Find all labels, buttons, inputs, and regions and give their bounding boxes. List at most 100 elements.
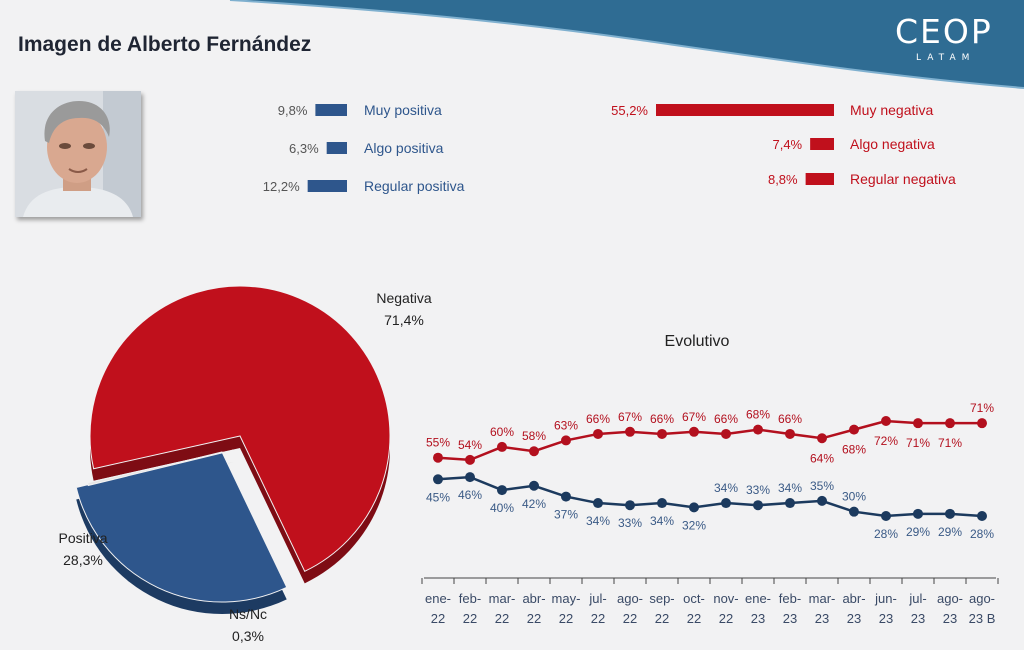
series-0-point-10 [753, 424, 763, 435]
series-1-point-12 [817, 495, 827, 506]
series-1-point-9 [721, 498, 731, 509]
x-label-bottom-16: 23 [943, 611, 957, 626]
series-1-label-12: 35% [810, 479, 834, 493]
header-banner [229, 0, 1024, 89]
series-1-point-7 [657, 498, 667, 509]
x-label-bottom-5: 22 [591, 611, 605, 626]
series-0-point-0 [433, 452, 443, 463]
series-line-0 [437, 419, 982, 462]
x-label-top-4: may- [552, 591, 581, 606]
x-label-top-12: mar- [809, 591, 836, 606]
pie-label-2: Ns/Nc [229, 606, 267, 622]
line-chart-title: Evolutivo [665, 333, 730, 350]
series-0-label-15: 71% [906, 436, 930, 450]
series-1-label-10: 33% [746, 483, 770, 497]
series-1-point-17 [977, 511, 987, 521]
series-0-label-8: 67% [682, 410, 706, 424]
x-label-bottom-4: 22 [559, 611, 573, 626]
series-line-1 [437, 475, 983, 518]
x-label-bottom-11: 23 [783, 611, 797, 626]
evolution-line-chart: Evolutivo ene- 22 feb- 22 mar- 22 abr- 22 may- 22 j… [421, 333, 999, 626]
x-label-bottom-2: 22 [495, 611, 509, 626]
bar-3 [656, 104, 834, 116]
pie-value-0: 71,4% [384, 312, 424, 328]
series-0-point-15 [913, 418, 923, 429]
series-0-label-2: 60% [490, 425, 514, 439]
series-0-point-1 [465, 454, 475, 465]
series-1-label-4: 37% [554, 508, 578, 522]
bar-label-0: Muy positiva [364, 102, 442, 118]
bar-label-4: Algo negativa [850, 136, 935, 152]
series-1-label-13: 30% [842, 490, 866, 504]
pie-slice-1 [75, 451, 288, 603]
x-label-top-15: jul- [908, 591, 926, 606]
series-0-label-10: 68% [746, 408, 770, 422]
x-label-top-14: jun- [874, 591, 897, 606]
x-label-top-17: ago- [969, 591, 995, 606]
breakdown-bars: 9,8% Muy positiva 6,3% Algo positiva 12,2% Re… [263, 102, 956, 194]
x-label-bottom-13: 23 [847, 611, 861, 626]
x-label-bottom-0: 22 [431, 611, 445, 626]
x-label-bottom-3: 22 [527, 611, 541, 626]
series-0-point-8 [689, 426, 699, 437]
bar-value-5: 8,8% [768, 172, 798, 187]
x-label-top-13: abr- [842, 591, 865, 606]
series-1-point-0 [433, 474, 443, 485]
x-label-top-9: nov- [713, 591, 738, 606]
series-0-label-6: 67% [618, 410, 642, 424]
series-1-label-2: 40% [490, 501, 514, 515]
series-1-label-0: 45% [426, 490, 450, 504]
series-0-label-14: 72% [874, 434, 898, 448]
bar-value-4: 7,4% [772, 137, 802, 152]
bar-label-2: Regular positiva [364, 178, 465, 194]
series-0-point-14 [881, 416, 891, 426]
series-1-label-6: 33% [618, 516, 642, 530]
x-label-bottom-12: 23 [815, 611, 829, 626]
series-0-point-11 [785, 428, 795, 439]
pie-value-1: 28,3% [63, 552, 103, 568]
series-0-label-0: 55% [426, 436, 450, 450]
x-label-top-8: oct- [683, 591, 705, 606]
x-label-top-1: feb- [459, 591, 481, 606]
x-label-top-16: ago- [937, 591, 963, 606]
series-1-point-13 [849, 506, 859, 517]
bar-value-2: 12,2% [263, 179, 300, 194]
series-0-point-4 [561, 435, 571, 446]
x-label-top-0: ene- [425, 591, 451, 606]
x-label-bottom-8: 22 [687, 611, 701, 626]
series-0-point-2 [497, 441, 507, 452]
bar-5 [805, 173, 834, 185]
x-label-bottom-7: 22 [655, 611, 669, 626]
series-1-label-17: 28% [970, 527, 994, 541]
series-0-label-9: 66% [714, 412, 738, 426]
pie-chart: Negativa 71,4% Positiva 28,3% Ns/Nc 0,3% [58, 285, 432, 644]
series-1-point-11 [785, 498, 795, 509]
x-label-bottom-10: 23 [751, 611, 765, 626]
portrait-photo [15, 91, 141, 217]
series-1-label-1: 46% [458, 488, 482, 502]
series-1-point-8 [689, 502, 699, 513]
ceop-logo-sub: LATAM [916, 53, 976, 63]
series-0-point-12 [817, 433, 827, 444]
x-label-top-10: ene- [745, 591, 771, 606]
series-1-point-4 [561, 491, 571, 502]
x-label-top-5: jul- [588, 591, 606, 606]
series-1-label-14: 28% [874, 527, 898, 541]
series-0-label-1: 54% [458, 438, 482, 452]
series-1-label-16: 29% [938, 525, 962, 539]
series-1-label-8: 32% [682, 518, 706, 532]
bar-0 [315, 104, 347, 116]
bar-value-0: 9,8% [278, 103, 308, 118]
x-label-top-6: ago- [617, 591, 643, 606]
x-label-bottom-17: 23 B [969, 611, 996, 626]
series-1-point-6 [625, 500, 635, 511]
bar-4 [810, 138, 834, 150]
series-0-label-4: 63% [554, 418, 578, 432]
series-0-point-13 [849, 424, 859, 435]
series-1-label-3: 42% [522, 497, 546, 511]
page-title: Imagen de Alberto Fernández [18, 33, 312, 56]
bar-2 [307, 180, 347, 192]
series-1-point-3 [529, 480, 539, 491]
x-label-bottom-1: 22 [463, 611, 477, 626]
pie-label-1: Positiva [58, 530, 107, 546]
